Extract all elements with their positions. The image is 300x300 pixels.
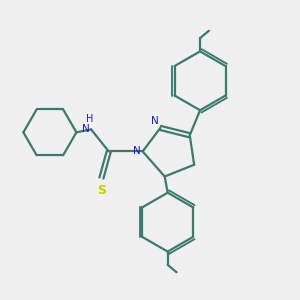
Text: N: N — [134, 146, 141, 157]
Text: H: H — [86, 114, 93, 124]
Text: N: N — [82, 124, 90, 134]
Text: N: N — [151, 116, 159, 126]
Text: S: S — [97, 184, 106, 197]
